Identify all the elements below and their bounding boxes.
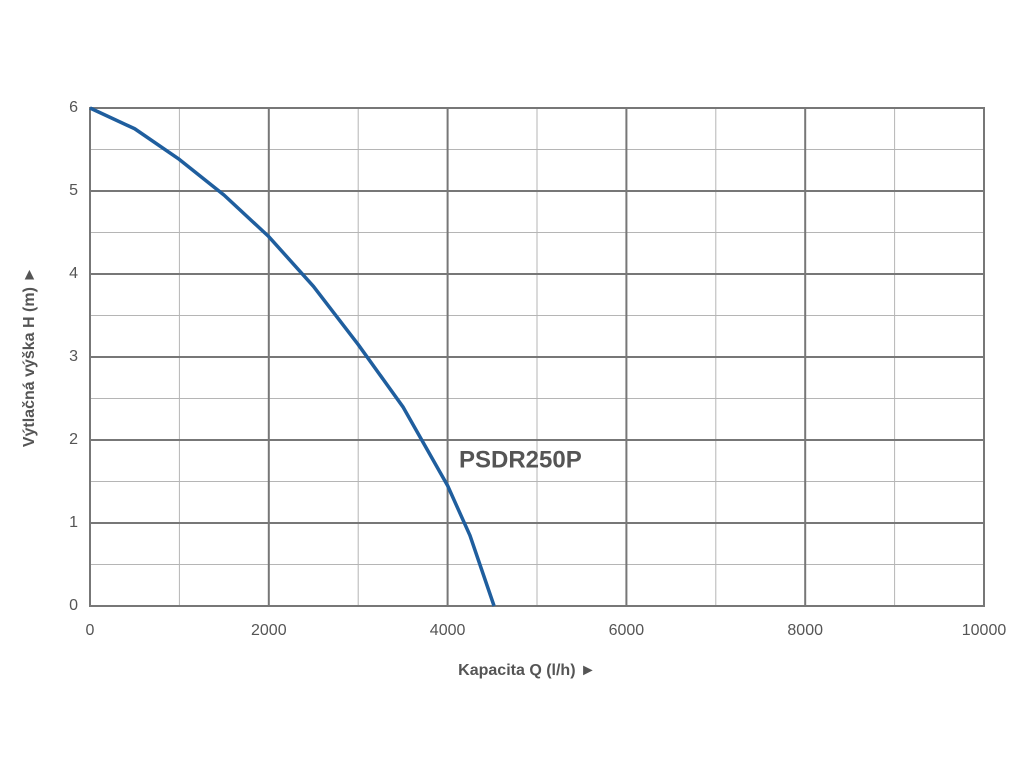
y-tick-label: 6 bbox=[69, 99, 78, 116]
y-tick-label: 1 bbox=[69, 514, 78, 531]
x-axis-label: Kapacita Q (l/h) ► bbox=[458, 662, 596, 679]
y-tick-label: 5 bbox=[69, 182, 78, 199]
x-tick-label: 2000 bbox=[251, 622, 287, 639]
x-tick-label: 10000 bbox=[962, 622, 1007, 639]
y-tick-label: 0 bbox=[69, 597, 78, 614]
annotation: PSDR250P bbox=[459, 446, 582, 473]
y-axis-label: Výtlačná výška H (m) ► bbox=[21, 267, 38, 447]
x-tick-label: 4000 bbox=[430, 622, 466, 639]
x-tick-label: 0 bbox=[86, 622, 95, 639]
curve bbox=[89, 106, 496, 607]
y-tick-label: 2 bbox=[69, 431, 78, 448]
x-tick-label: 6000 bbox=[609, 622, 645, 639]
x-tick-label: 8000 bbox=[787, 622, 823, 639]
y-tick-label: 4 bbox=[69, 265, 78, 282]
plot-border bbox=[89, 107, 985, 607]
y-tick-label: 3 bbox=[69, 348, 78, 365]
